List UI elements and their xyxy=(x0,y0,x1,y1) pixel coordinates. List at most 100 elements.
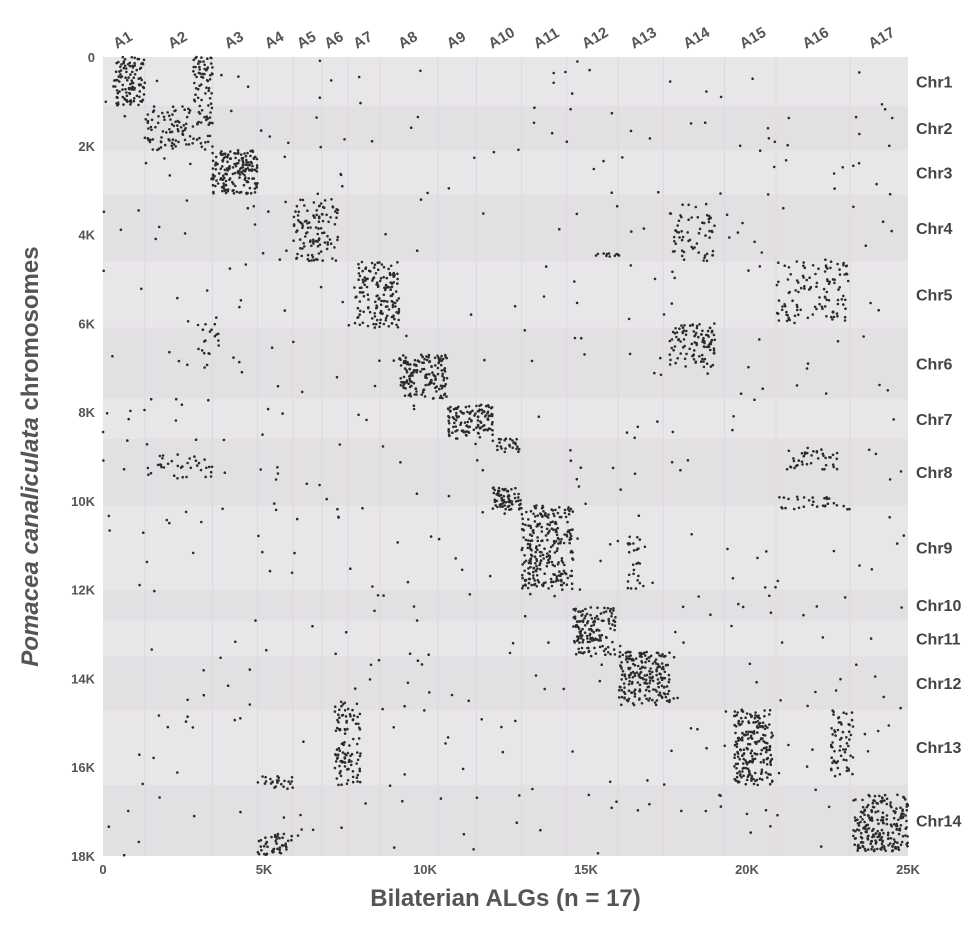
data-point xyxy=(533,555,537,558)
data-point xyxy=(176,296,179,300)
data-point xyxy=(815,281,819,285)
chromosome-band xyxy=(103,784,908,856)
data-point xyxy=(208,352,211,356)
data-point xyxy=(627,697,631,701)
data-point xyxy=(636,425,640,429)
data-point xyxy=(570,582,574,585)
data-point xyxy=(507,504,511,508)
data-point xyxy=(171,105,175,108)
data-point xyxy=(188,135,192,138)
data-point xyxy=(170,130,174,134)
data-point xyxy=(863,732,867,736)
data-point xyxy=(277,779,281,782)
data-point xyxy=(708,229,711,233)
data-point xyxy=(780,641,784,644)
data-point xyxy=(436,366,440,370)
data-point xyxy=(494,504,498,507)
data-point xyxy=(299,813,302,817)
data-point xyxy=(415,492,419,496)
data-point xyxy=(621,653,625,657)
data-point xyxy=(408,392,412,396)
data-point xyxy=(419,69,422,73)
data-point xyxy=(124,67,128,70)
data-point xyxy=(699,360,703,364)
data-point xyxy=(668,363,672,366)
data-point xyxy=(113,79,116,82)
data-point xyxy=(310,259,314,262)
data-point xyxy=(147,127,150,130)
data-point xyxy=(766,126,770,130)
data-point xyxy=(702,221,706,225)
data-point xyxy=(384,316,388,320)
data-point xyxy=(474,412,477,415)
data-point xyxy=(590,639,594,642)
data-point xyxy=(573,615,577,618)
data-point xyxy=(203,458,206,461)
data-point xyxy=(139,76,142,80)
data-point xyxy=(756,556,759,560)
data-point xyxy=(341,751,345,754)
data-point xyxy=(656,663,660,666)
data-point xyxy=(678,327,681,331)
data-point xyxy=(137,209,140,212)
data-point xyxy=(743,733,747,737)
data-point xyxy=(535,559,539,563)
data-point xyxy=(885,814,889,817)
data-point xyxy=(128,91,131,95)
data-point xyxy=(238,305,241,309)
data-point xyxy=(748,743,752,746)
data-point xyxy=(560,537,563,541)
data-point xyxy=(246,85,250,88)
data-point xyxy=(581,627,584,631)
data-point xyxy=(800,452,804,455)
data-point xyxy=(285,249,288,252)
data-point xyxy=(491,433,494,437)
data-point xyxy=(777,319,781,322)
data-point xyxy=(244,163,247,166)
data-point xyxy=(733,777,736,781)
data-point xyxy=(235,162,238,165)
data-point xyxy=(239,153,243,156)
data-point xyxy=(902,534,906,537)
data-point xyxy=(891,844,894,848)
data-point xyxy=(336,718,339,722)
data-point xyxy=(524,538,528,542)
data-point xyxy=(826,502,830,506)
data-point xyxy=(628,680,631,683)
data-point xyxy=(539,559,543,562)
data-point xyxy=(247,177,250,180)
data-point xyxy=(369,270,372,273)
data-point xyxy=(133,56,136,60)
data-point xyxy=(747,269,750,272)
data-point xyxy=(538,544,541,547)
data-point xyxy=(560,559,564,562)
data-point xyxy=(866,837,869,840)
data-point xyxy=(832,465,835,469)
data-point xyxy=(517,507,521,511)
data-point xyxy=(380,263,384,266)
data-point xyxy=(737,719,741,723)
data-point xyxy=(872,833,875,837)
data-point xyxy=(546,561,549,565)
data-point xyxy=(870,810,874,813)
data-point xyxy=(634,657,638,660)
data-point xyxy=(619,664,622,667)
data-point xyxy=(764,750,768,754)
data-point xyxy=(208,134,212,138)
data-point xyxy=(467,431,471,434)
data-point xyxy=(754,779,757,783)
data-point xyxy=(521,563,524,566)
data-point xyxy=(745,778,749,782)
data-point xyxy=(793,466,796,470)
data-point xyxy=(560,578,563,582)
data-point xyxy=(242,169,245,172)
data-point xyxy=(878,383,881,387)
data-point xyxy=(150,648,153,651)
data-point xyxy=(562,569,566,573)
data-point xyxy=(124,76,127,79)
data-point xyxy=(174,145,177,148)
data-point xyxy=(496,505,499,509)
data-point xyxy=(771,734,775,737)
data-point xyxy=(645,657,649,661)
data-point xyxy=(141,85,145,89)
